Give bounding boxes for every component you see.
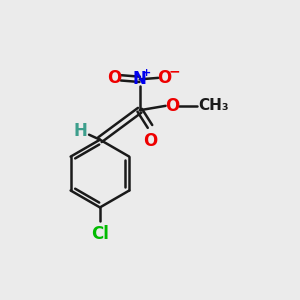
Text: Cl: Cl xyxy=(91,225,109,243)
Text: CH₃: CH₃ xyxy=(199,98,229,113)
Text: −: − xyxy=(168,64,180,78)
Text: H: H xyxy=(74,122,88,140)
Text: +: + xyxy=(142,68,151,78)
Text: N: N xyxy=(133,70,147,88)
Text: O: O xyxy=(165,97,179,115)
Text: O: O xyxy=(143,132,157,150)
Text: O: O xyxy=(107,69,122,87)
Text: O: O xyxy=(158,69,172,87)
